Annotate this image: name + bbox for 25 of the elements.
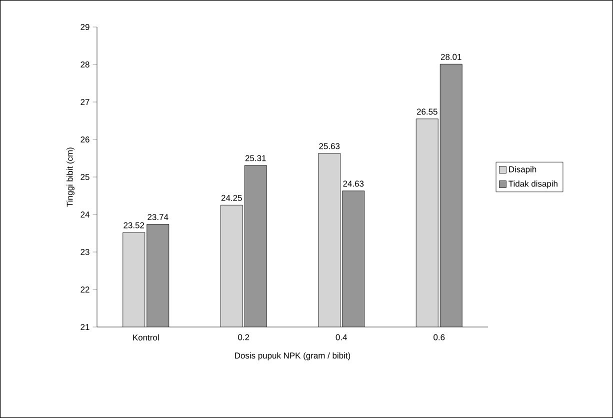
data-label: 24.25 <box>221 194 242 201</box>
y-tick-label: 28 <box>80 62 90 68</box>
data-label: 28.01 <box>440 54 462 60</box>
data-label: 24.63 <box>343 180 364 187</box>
data-label: 26.55 <box>416 108 438 115</box>
data-label: 23.74 <box>148 214 168 220</box>
x-tick-label: 0.4 <box>336 334 348 340</box>
y-tick-label: 27 <box>80 99 90 105</box>
y-axis-title: Tinggi bibit (cm) <box>66 148 74 207</box>
data-label: 25.31 <box>245 155 266 162</box>
y-tick-label: 21 <box>80 324 90 330</box>
y-tick-label: 23 <box>80 249 90 255</box>
y-tick-label: 26 <box>80 136 90 142</box>
x-tick-label: Kontrol <box>133 334 159 340</box>
y-tick-label: 25 <box>80 174 90 180</box>
y-tick-label: 24 <box>80 212 90 218</box>
data-label: 23.52 <box>124 222 144 228</box>
legend-label: Disapih <box>509 166 536 174</box>
x-tick-label: 0.2 <box>238 334 250 340</box>
x-tick-label: 0.6 <box>434 334 445 340</box>
data-label: 25.63 <box>319 143 340 150</box>
y-tick-label: 29 <box>80 24 90 30</box>
legend-label: Tidak disapih <box>508 180 558 188</box>
y-tick-label: 22 <box>80 286 90 292</box>
x-axis-title: Dosis pupuk NPK (gram / bibit) <box>235 352 350 360</box>
